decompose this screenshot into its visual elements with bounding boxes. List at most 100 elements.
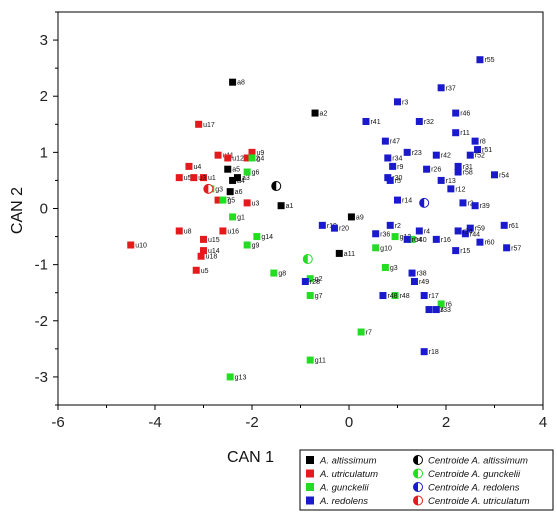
y-axis-title: CAN 2 (9, 187, 26, 234)
data-point-gunckelii (226, 373, 234, 381)
data-points: a8a2a5a4a6a3a1a9a11u17u11u4u1u5u12u9u2u3… (127, 56, 521, 381)
centroid-redolens (419, 197, 430, 208)
data-point-gunckelii (243, 168, 251, 176)
legend-label: Centroide A. altissimum (428, 456, 528, 467)
centroid-fill (413, 482, 418, 492)
point-label: r13 (446, 178, 456, 185)
y-tick-label: -2 (35, 313, 48, 330)
data-point-redolens (500, 221, 508, 229)
point-label: r46 (460, 111, 470, 118)
data-point-gunckelii (306, 356, 314, 364)
data-point-redolens (471, 137, 479, 145)
point-label: r55 (484, 57, 494, 64)
point-label: r48 (387, 293, 397, 300)
point-label: a11 (344, 251, 355, 258)
point-label: r7 (366, 330, 372, 337)
legend-marker (306, 456, 314, 464)
legend-label: Centroide A. utriculatum (428, 496, 530, 507)
y-tick-label: 0 (40, 201, 48, 218)
data-point-gunckelii (372, 244, 380, 252)
legend-box (299, 449, 554, 511)
point-label: g6 (252, 170, 260, 177)
data-point-gunckelii (248, 154, 256, 162)
data-point-utriculatum (192, 266, 200, 274)
data-point-utriculatum (243, 199, 251, 207)
data-point-redolens (454, 162, 462, 170)
data-point-gunckelii (219, 196, 227, 204)
point-label: u16 (227, 228, 239, 235)
point-label: u10 (135, 242, 147, 249)
point-label: g9 (252, 242, 260, 249)
point-label: g8 (278, 271, 286, 278)
y-tick-label: 3 (40, 32, 48, 49)
centroid-utriculatum (203, 183, 214, 194)
legend-label: Centroide A. gunckelii (428, 469, 521, 480)
point-label: r59 (475, 226, 485, 233)
data-point-redolens (420, 348, 428, 356)
point-label: r60 (484, 240, 494, 247)
point-label: r64 (412, 237, 422, 244)
legend: A. altissimum Centroide A. altissimum A. u… (299, 449, 554, 511)
point-label: a8 (237, 80, 245, 87)
centroid-gunckelii (302, 254, 313, 265)
centroid-fill (413, 496, 418, 505)
point-label: r33 (441, 307, 451, 314)
x-tick-label: -6 (51, 414, 64, 431)
point-label: r32 (424, 119, 434, 126)
data-point-redolens (437, 176, 445, 184)
data-point-redolens (454, 168, 462, 176)
point-label: r23 (412, 150, 422, 157)
data-point-utriculatum (175, 227, 183, 235)
data-point-redolens (452, 247, 460, 255)
data-point-redolens (403, 235, 411, 243)
data-point-redolens (476, 56, 484, 64)
centroid-fill (271, 181, 277, 191)
point-label: a1 (286, 203, 294, 210)
point-label: u14 (208, 248, 220, 255)
point-label: r26 (431, 167, 441, 174)
data-point-utriculatum (185, 162, 193, 170)
data-point-utriculatum (219, 227, 227, 235)
x-tick-label: -4 (148, 414, 161, 431)
point-label: a9 (356, 214, 364, 221)
centroid-fill (303, 254, 308, 264)
data-point-utriculatum (243, 154, 251, 162)
data-point-redolens (461, 230, 469, 238)
point-label: r28 (310, 279, 320, 286)
y-tick-label: -1 (35, 257, 48, 274)
point-label: g13 (235, 374, 247, 381)
x-tick-label: 4 (539, 414, 547, 431)
plot-frame (57, 11, 544, 406)
point-label: r18 (429, 349, 439, 356)
point-label: r24 (463, 228, 473, 235)
data-point-redolens (452, 109, 460, 117)
point-label: u3 (198, 175, 206, 182)
point-label: a4 (237, 178, 245, 185)
point-label: r12 (455, 186, 465, 193)
data-point-redolens (447, 185, 455, 193)
y-tick-label: 1 (40, 144, 48, 161)
data-point-altissimum (233, 174, 241, 182)
point-label: u5 (184, 175, 192, 182)
data-point-altissimum (226, 188, 234, 196)
y-tick-label: 2 (40, 88, 48, 105)
point-label: r31 (463, 164, 473, 171)
point-label: u9 (257, 150, 265, 157)
legend-label: A. utriculatum (319, 469, 378, 480)
data-point-redolens (384, 154, 392, 162)
point-label: g7 (315, 293, 323, 300)
point-label: u2 (252, 155, 260, 162)
axes: -6 -4 -2 0 2 4 3 2 1 0 -1 -2 -3 (35, 11, 547, 431)
data-point-redolens (503, 244, 511, 252)
data-point-redolens (389, 162, 397, 170)
point-label: u7 (223, 198, 231, 205)
data-point-gunckelii (357, 328, 365, 336)
point-label: r4 (424, 228, 430, 235)
centroid-fill (203, 184, 209, 194)
point-label: r52 (475, 153, 485, 160)
data-point-gunckelii (306, 275, 314, 283)
data-point-redolens (379, 292, 387, 300)
data-point-redolens (454, 227, 462, 235)
legend-centroid-marker (413, 455, 423, 465)
